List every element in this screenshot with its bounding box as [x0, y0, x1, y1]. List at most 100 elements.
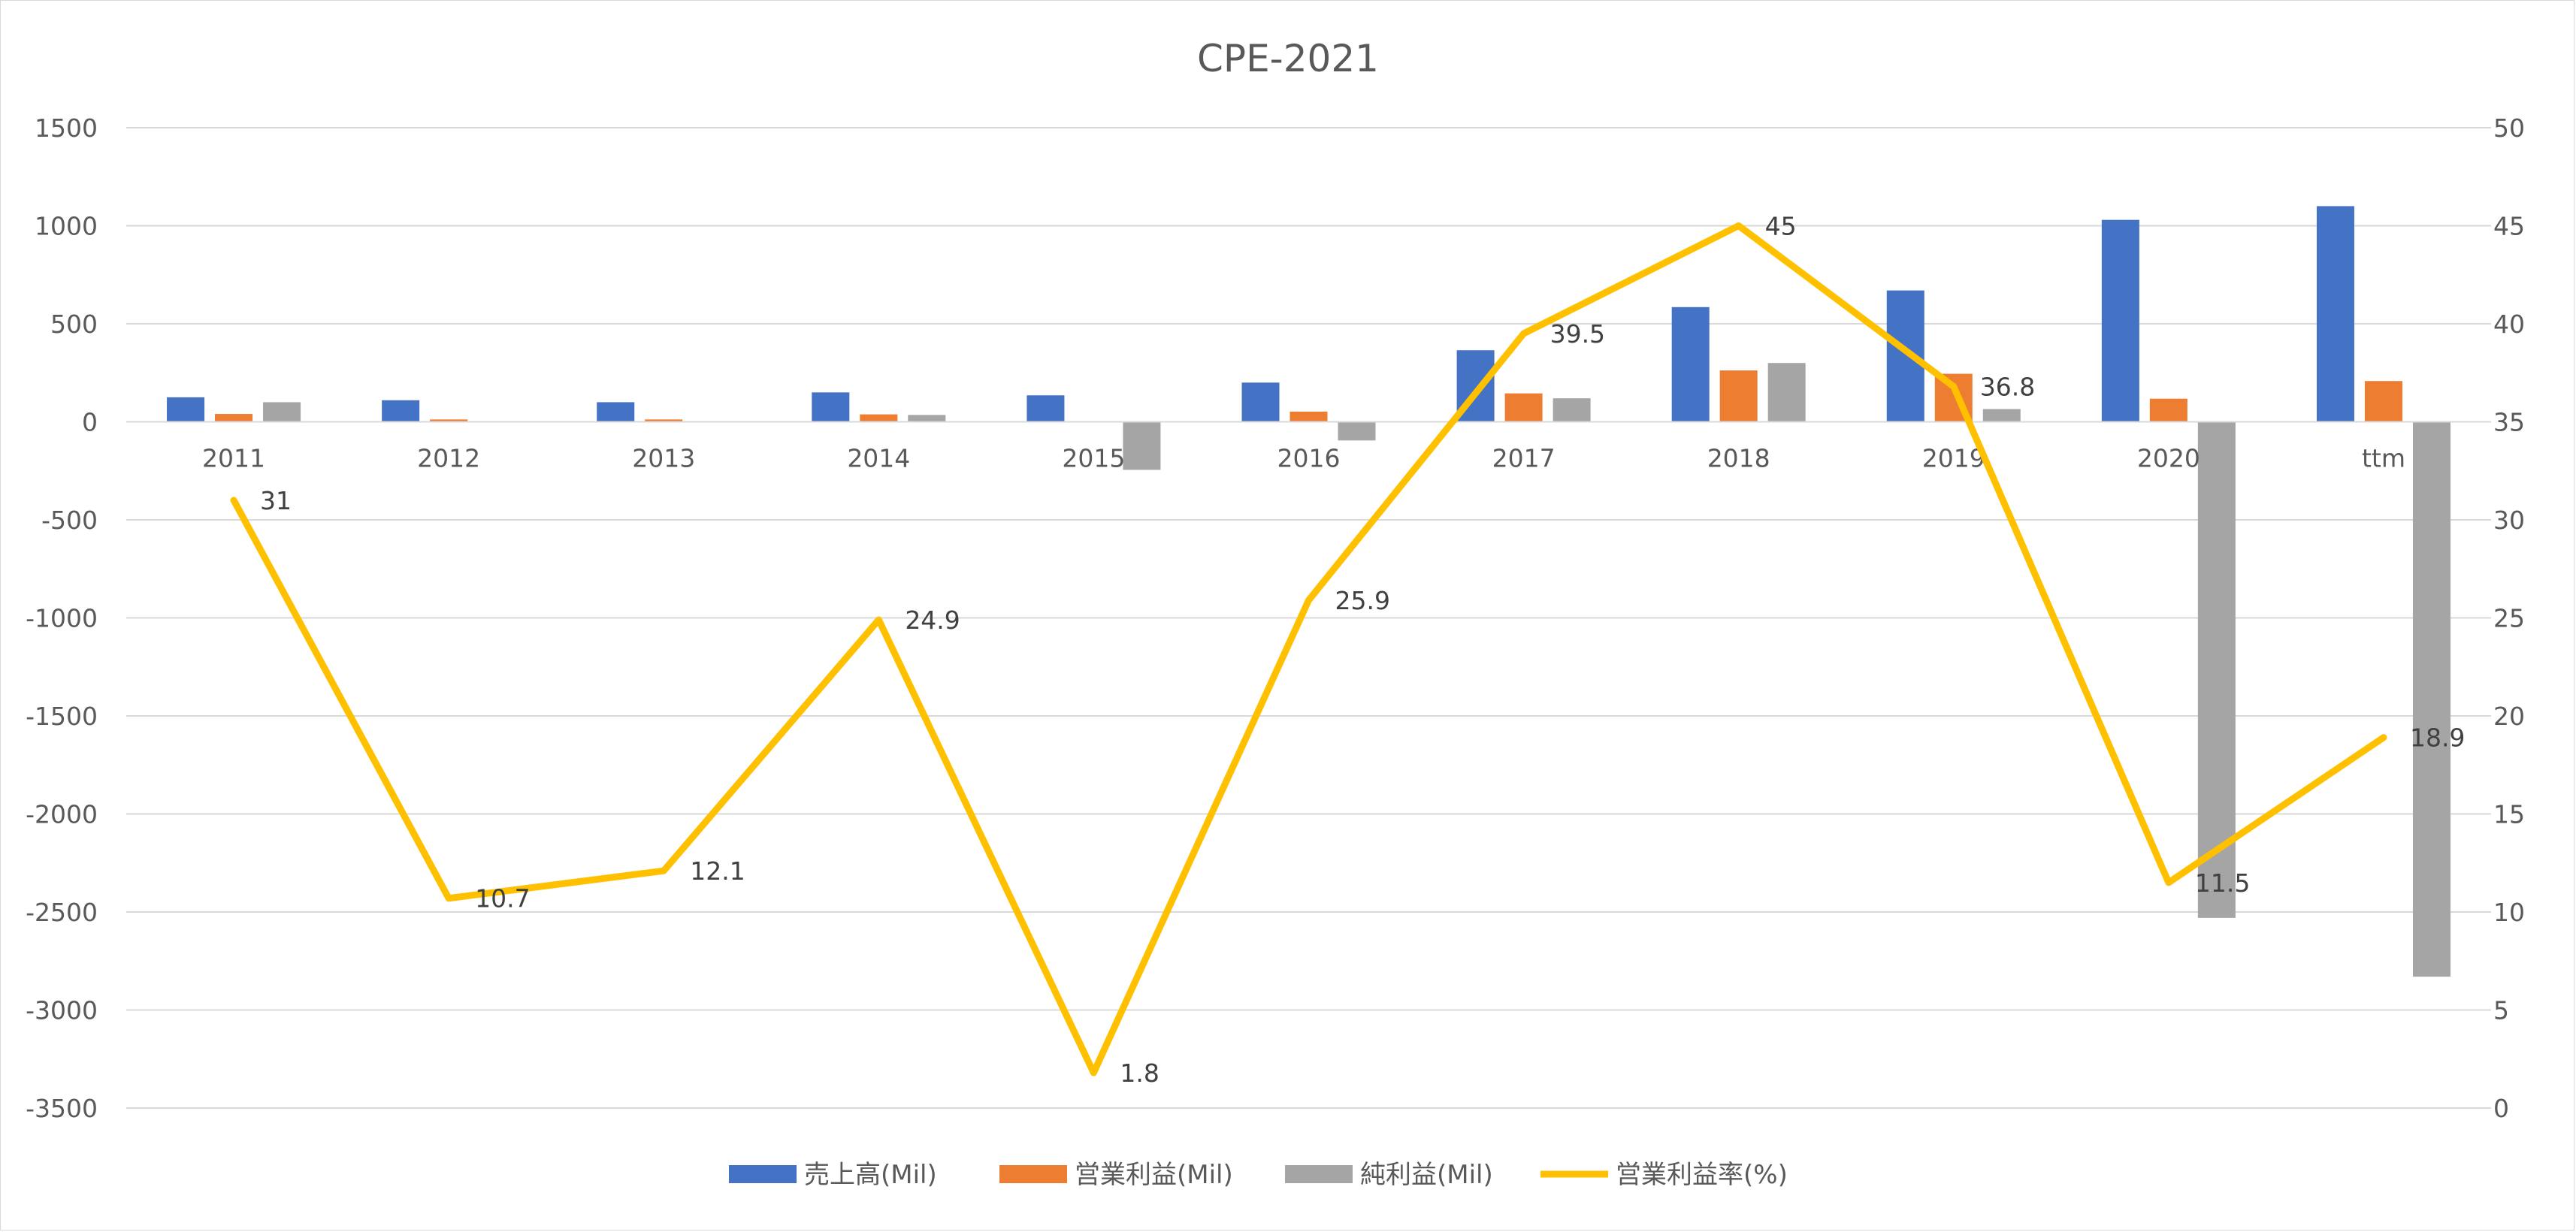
bar-2-4: [1123, 421, 1161, 470]
left-tick-label: 1000: [35, 212, 98, 241]
line-point-0: [233, 499, 235, 501]
legend-swatch-1: [999, 1165, 1067, 1183]
line-point-8: [1952, 385, 1955, 388]
bar-0-7: [1671, 306, 1710, 422]
line-point-9: [2167, 881, 2169, 883]
category-label: 2012: [417, 444, 480, 473]
bar-1-5: [1290, 411, 1328, 422]
data-label: 1.8: [1120, 1058, 1159, 1088]
category-label: 2014: [847, 444, 910, 473]
left-axis: 1500 1000 500 0 -500 -1000 -1500 -2000 -2500 -300…: [26, 113, 98, 1123]
line-point-1: [448, 897, 450, 899]
line-point-4: [1093, 1072, 1095, 1074]
legend-swatch-2: [1285, 1165, 1353, 1183]
left-tick-label: -2500: [26, 898, 98, 927]
bar-2-6: [1553, 398, 1591, 422]
data-label: 25.9: [1335, 586, 1390, 615]
data-label: 18.9: [2410, 723, 2465, 753]
bar-1-10: [2364, 381, 2402, 422]
right-tick-label: 15: [2493, 800, 2525, 829]
line-point-10: [2382, 736, 2384, 738]
data-label: 39.5: [1550, 319, 1605, 349]
right-tick-label: 30: [2493, 506, 2525, 535]
bar-2-5: [1338, 421, 1376, 441]
data-label: 24.9: [905, 605, 960, 635]
category-label: 2013: [632, 444, 695, 473]
category-label: 2018: [1707, 444, 1770, 473]
right-tick-label: 5: [2493, 996, 2509, 1025]
bar-0-10: [2316, 206, 2354, 422]
data-label: 36.8: [1980, 373, 2035, 402]
left-tick-label: -1000: [26, 604, 98, 633]
margin-line-series: [230, 222, 2387, 1076]
left-tick-label: 500: [50, 310, 98, 339]
bar-1-9: [2149, 398, 2187, 422]
bar-1-0: [215, 414, 253, 422]
bar-0-1: [382, 400, 420, 422]
bar-1-2: [645, 419, 683, 422]
data-label: 11.5: [2195, 868, 2250, 898]
legend-label: 営業利益率(%): [1616, 1160, 1788, 1190]
category-label: 2015: [1062, 444, 1125, 473]
bar-0-9: [2101, 219, 2139, 422]
bar-1-3: [860, 414, 898, 422]
left-tick-label: 0: [82, 408, 98, 437]
right-tick-label: 25: [2493, 604, 2525, 633]
right-tick-label: 20: [2493, 702, 2525, 731]
right-tick-label: 10: [2493, 898, 2525, 927]
bar-1-6: [1504, 393, 1543, 422]
bar-2-10: [2412, 421, 2451, 977]
data-label: 12.1: [690, 856, 745, 886]
left-tick-label: -3500: [26, 1094, 98, 1123]
right-tick-label: 45: [2493, 212, 2525, 241]
category-label: 2019: [1922, 444, 1985, 473]
category-label: 2017: [1492, 444, 1556, 473]
left-tick-label: -1500: [26, 702, 98, 731]
bar-0-0: [167, 397, 205, 422]
bar-2-0: [263, 402, 301, 422]
data-label: 45: [1765, 212, 1797, 241]
right-tick-label: 35: [2493, 408, 2525, 437]
category-axis: 2011 2012 2013 2014 2015 2016 2017 2018 2019 2020…: [202, 444, 2405, 473]
bar-2-9: [2197, 421, 2236, 918]
data-label: 10.7: [475, 884, 530, 913]
legend-swatch-0: [729, 1165, 797, 1183]
chart-title: CPE-2021: [1197, 37, 1379, 80]
bar-1-7: [1719, 370, 1758, 422]
data-label: 31: [260, 486, 292, 515]
line-point-7: [1737, 225, 1740, 227]
legend-label: 売上高(Mil): [804, 1160, 937, 1190]
line-point-2: [663, 870, 665, 872]
right-tick-label: 50: [2493, 113, 2525, 143]
category-label: 2016: [1277, 444, 1341, 473]
bar-0-3: [812, 392, 850, 422]
legend-label: 純利益(Mil): [1360, 1160, 1493, 1190]
category-label: 2020: [2137, 444, 2200, 473]
line-point-6: [1522, 333, 1525, 335]
left-tick-label: -500: [41, 506, 98, 535]
left-tick-label: -2000: [26, 800, 98, 829]
left-tick-label: -3000: [26, 996, 98, 1025]
left-tick-label: 1500: [35, 113, 98, 143]
right-tick-label: 40: [2493, 310, 2525, 339]
margin-line: [230, 222, 2387, 1076]
bar-0-4: [1026, 395, 1065, 422]
data-labels: 31 10.7 12.1 24.9 1.8 25.9 39.5 45 36.8 11.5 18.9: [260, 212, 2465, 1089]
legend: 売上高(Mil) 営業利益(Mil) 純利益(Mil) 営業利益率(%): [729, 1160, 1788, 1190]
bar-2-3: [908, 415, 946, 422]
bar-2-7: [1767, 363, 1806, 422]
bar-0-2: [597, 402, 635, 422]
line-point-3: [878, 619, 880, 621]
bar-2-8: [1982, 409, 2021, 422]
right-tick-label: 0: [2493, 1094, 2509, 1123]
bar-1-1: [430, 419, 468, 422]
bar-0-5: [1241, 382, 1280, 422]
bar-series: [167, 206, 2451, 977]
category-label: 2011: [202, 444, 265, 473]
bar-0-8: [1886, 290, 1924, 422]
category-label: ttm: [2362, 444, 2405, 473]
legend-label: 営業利益(Mil): [1075, 1160, 1233, 1190]
line-point-5: [1308, 599, 1310, 602]
